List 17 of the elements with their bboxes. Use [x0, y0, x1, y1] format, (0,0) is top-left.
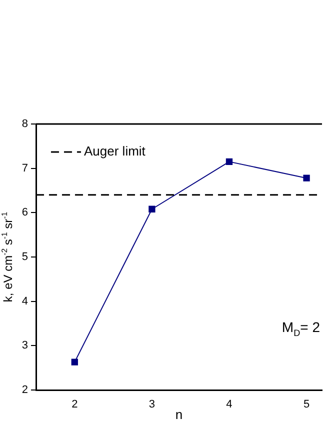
point: [303, 174, 310, 182]
x-tick-label: 4: [226, 398, 232, 411]
y-tick-label: 6: [22, 206, 28, 219]
y-tick-label: 2: [22, 384, 28, 396]
legend-label: Auger limit: [84, 144, 146, 159]
y-tick-label: 8: [22, 118, 28, 130]
y-tick-label: 4: [22, 295, 28, 308]
x-tick-label: 3: [148, 398, 156, 411]
y-tick-label: 3: [22, 340, 28, 352]
point: [71, 358, 78, 366]
point: [226, 158, 233, 166]
y-tick-label: 5: [22, 251, 28, 264]
x-axis-title: n: [175, 406, 183, 422]
x-tick-label: 5: [303, 398, 310, 411]
y-tick-label: 7: [22, 162, 28, 174]
x-tick-label: 2: [72, 398, 78, 411]
point: [148, 206, 156, 212]
